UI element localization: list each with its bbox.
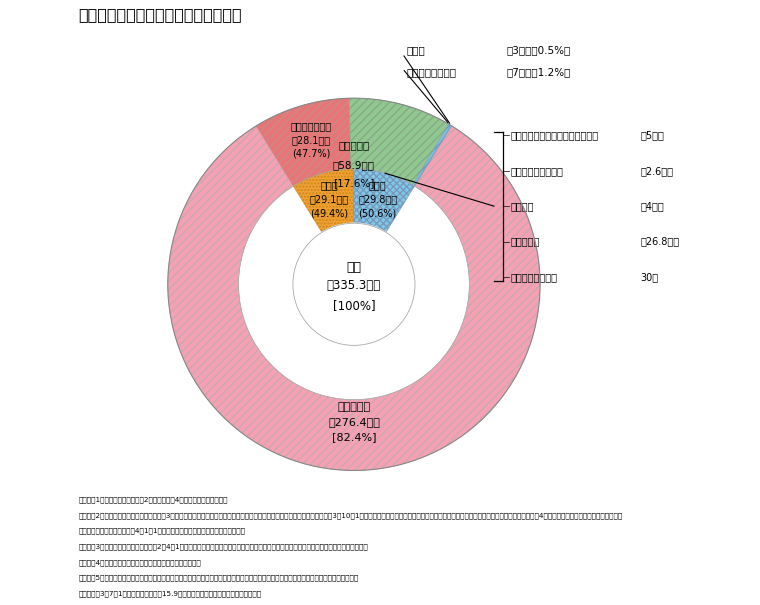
Text: [100%]: [100%] — [333, 299, 375, 312]
Text: 約2.6万人: 約2.6万人 — [641, 166, 673, 176]
Text: 国家公務員: 国家公務員 — [338, 140, 369, 151]
Text: 3　地方公務員の数は、「令和2年4月1日地方公務員給与実態調査結果」における一般職に属する地方公務員数である（総務省資料）。: 3 地方公務員の数は、「令和2年4月1日地方公務員給与実態調査結果」における一般… — [78, 543, 368, 550]
Text: 総計: 総計 — [347, 261, 362, 275]
Text: 3年7月1日現在）」により約15.9万人である（内閣官房内閣人事局資料）。: 3年7月1日現在）」により約15.9万人である（内閣官房内閣人事局資料）。 — [78, 590, 261, 597]
Text: 一般職
約29.1万人
(49.4%): 一般職 約29.1万人 (49.4%) — [310, 180, 349, 218]
Text: 約58.9万人: 約58.9万人 — [333, 160, 375, 170]
Text: 4　数値は端数処理の関係で合致しない場合がある。: 4 数値は端数処理の関係で合致しない場合がある。 — [78, 559, 201, 566]
Text: 約5百人: 約5百人 — [641, 131, 664, 140]
Text: [17.6%]: [17.6%] — [333, 178, 375, 188]
Text: 給与法適用職員
約28.1万人
(47.7%): 給与法適用職員 約28.1万人 (47.7%) — [290, 121, 331, 159]
Text: 行政執行法人職員: 行政執行法人職員 — [406, 67, 456, 77]
Wedge shape — [353, 169, 414, 232]
Text: 約335.3万人: 約335.3万人 — [327, 280, 381, 292]
Text: 国家公務員及び地方公務員の種類と数: 国家公務員及び地方公務員の種類と数 — [78, 7, 242, 22]
Text: 行政執行法人役員: 行政執行法人役員 — [510, 272, 557, 282]
Wedge shape — [413, 124, 451, 186]
Text: 約4千人: 約4千人 — [641, 201, 664, 211]
Wedge shape — [349, 98, 448, 185]
Wedge shape — [168, 126, 540, 471]
Text: 告」における令和4年1月1日現在の常勤職員数である（総務省資料）。: 告」における令和4年1月1日現在の常勤職員数である（総務省資料）。 — [78, 528, 245, 534]
Text: 約3千人（0.5%）: 約3千人（0.5%） — [507, 45, 571, 55]
Text: 防衛省職員: 防衛省職員 — [510, 237, 540, 246]
Text: 特別職
約29.8万人
(50.6%): 特別職 約29.8万人 (50.6%) — [358, 180, 397, 218]
Text: 裁判官、裁判所職員: 裁判官、裁判所職員 — [510, 166, 563, 176]
Text: 地方公務員
約276.4万人
[82.4%]: 地方公務員 約276.4万人 [82.4%] — [328, 402, 380, 442]
Text: 30人: 30人 — [641, 272, 659, 282]
Text: 国会職員: 国会職員 — [510, 201, 534, 211]
Text: 2　行政執行法人の役員数は「令和3年度独立行政法人等の役員に就いている退職公務員等の状況の公表」における令和3年10月1日現在の常勤役員数であり（内閣官房内閣人: 2 行政執行法人の役員数は「令和3年度独立行政法人等の役員に就いている退職公務員… — [78, 512, 622, 518]
Text: 約7千人（1.2%）: 約7千人（1.2%） — [507, 67, 571, 77]
Wedge shape — [414, 125, 451, 186]
Text: 5　このほかに、一般職国家公務員の非常勤職員（行政執行法人の職員等を除く）の数は、「一般職国家公務員在職状況統計表（令和: 5 このほかに、一般職国家公務員の非常勤職員（行政執行法人の職員等を除く）の数は… — [78, 575, 359, 581]
Text: 検察官: 検察官 — [406, 45, 425, 55]
Wedge shape — [256, 98, 351, 186]
Text: 大臣、副大臣、政務官、大公使等: 大臣、副大臣、政務官、大公使等 — [510, 131, 598, 140]
Text: （注）　1　国家公務員の数は、2を除き、令和4年度末予算定員である。: （注） 1 国家公務員の数は、2を除き、令和4年度末予算定員である。 — [78, 497, 228, 503]
Wedge shape — [293, 169, 353, 232]
Circle shape — [293, 223, 415, 345]
Text: 約26.8万人: 約26.8万人 — [641, 237, 679, 246]
